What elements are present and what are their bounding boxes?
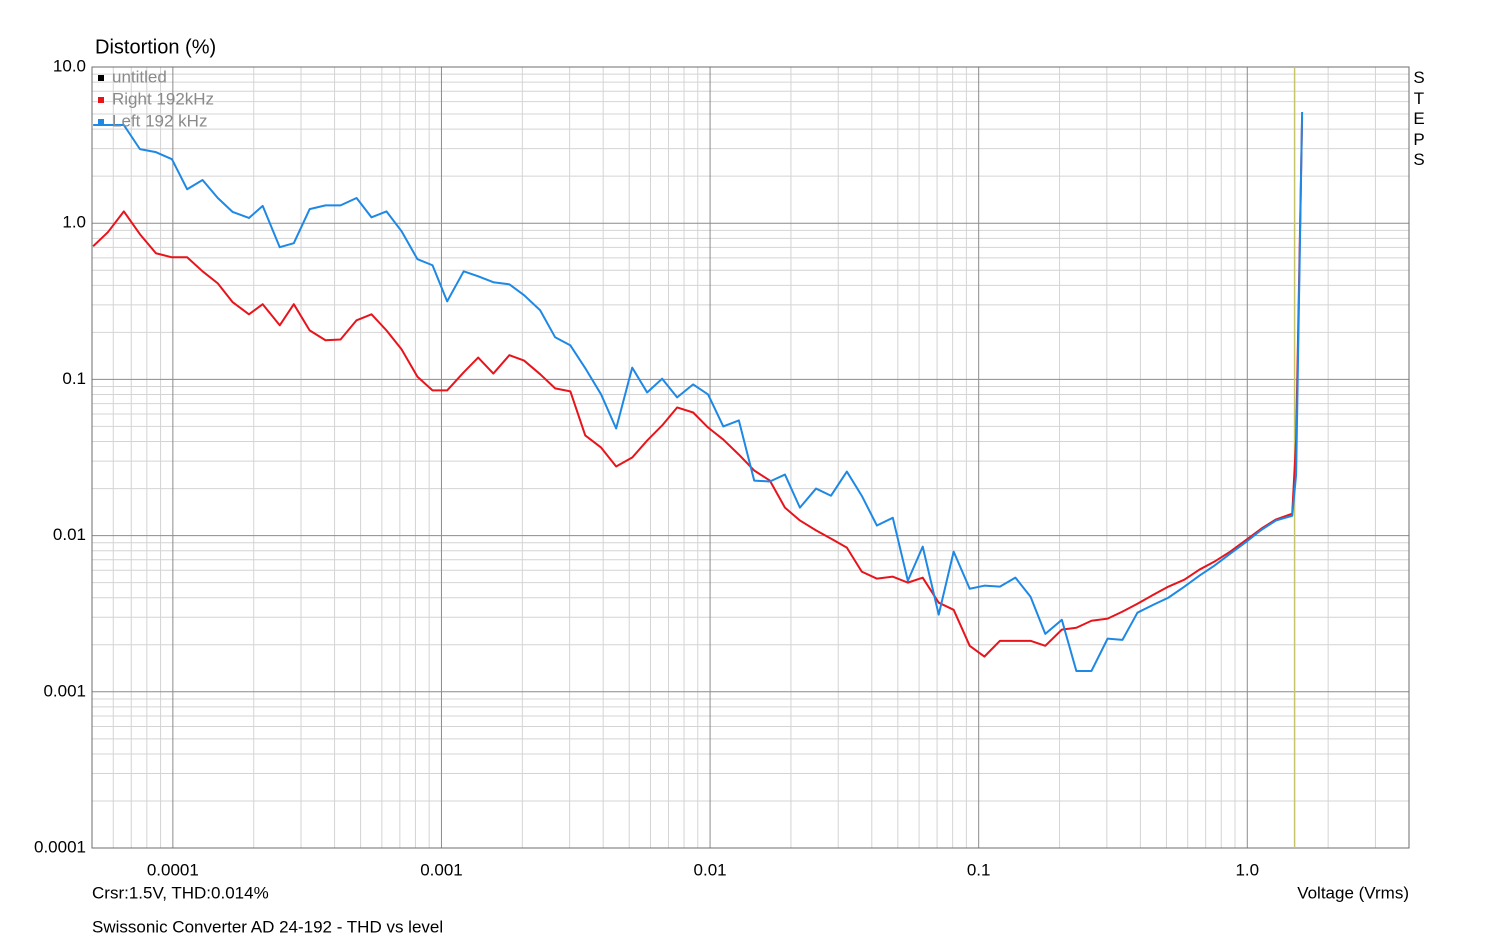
x-tick-label: 0.1	[967, 860, 991, 879]
cursor-readout: Crsr:1.5V, THD:0.014%	[92, 883, 269, 902]
legend-swatch	[98, 119, 104, 125]
y-tick-label: 1.0	[62, 213, 86, 232]
legend-label: untitled	[112, 67, 167, 86]
x-axis-title: Voltage (Vrms)	[1297, 883, 1409, 902]
series-line	[92, 117, 1304, 658]
x-tick-label: 0.0001	[147, 860, 199, 879]
y-tick-label: 0.001	[43, 681, 86, 700]
side-label: STEPS	[1413, 68, 1425, 169]
chart-subtitle: Swissonic Converter AD 24-192 - THD vs l…	[92, 917, 443, 936]
x-tick-label: 0.001	[420, 860, 463, 879]
y-tick-label: 0.1	[62, 369, 86, 388]
x-tick-label: 1.0	[1235, 860, 1259, 879]
legend-label: Right 192kHz	[112, 89, 214, 108]
y-axis-title: Distortion (%)	[95, 36, 216, 58]
series-line	[93, 112, 1304, 672]
plot-frame	[91, 66, 1410, 849]
legend-swatch	[98, 75, 104, 81]
grid	[92, 66, 1409, 849]
x-tick-label: 0.01	[694, 860, 727, 879]
y-tick-label: 0.01	[53, 525, 86, 544]
y-tick-label: 10.0	[53, 56, 86, 75]
legend-swatch	[98, 97, 104, 103]
y-tick-label: 0.0001	[34, 837, 86, 856]
legend-label: Left 192 kHz	[112, 111, 207, 130]
